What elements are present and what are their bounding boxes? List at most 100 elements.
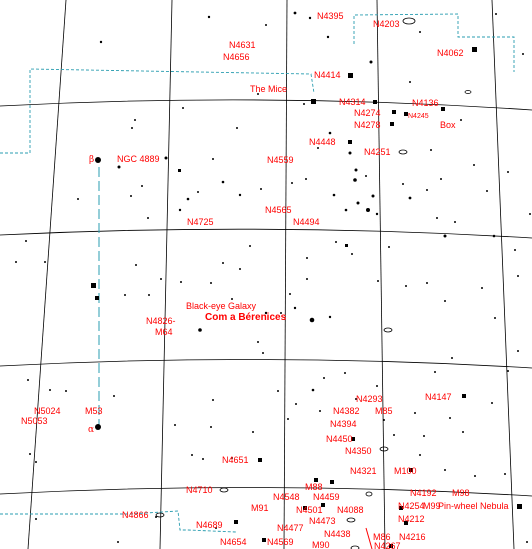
star (77, 198, 79, 200)
galaxy-mark (373, 100, 377, 104)
label-n4321: N4321 (350, 466, 377, 476)
star (481, 287, 483, 289)
label-black-eye: Black-eye Galaxy (186, 301, 257, 311)
label-n4565: N4565 (265, 205, 292, 215)
star (494, 317, 496, 319)
star (335, 241, 337, 243)
label-n4473: N4473 (309, 516, 336, 526)
label-n4203: N4203 (373, 19, 400, 29)
star (147, 217, 149, 219)
label-m88: M88 (305, 482, 323, 492)
label-ngc4889: NGC 4889 (117, 154, 160, 164)
star (526, 541, 528, 543)
star (377, 280, 379, 282)
star (99, 40, 103, 44)
label-box: Box (440, 120, 456, 130)
label-n4559: N4559 (267, 155, 294, 165)
star (191, 454, 193, 456)
galaxy-mark (404, 112, 408, 116)
label-n4656: N4656 (223, 52, 250, 62)
label-n4192: N4192 (410, 488, 437, 498)
object-labels: N4395 N4203 N4631 N4656 N4062 N4414 The … (21, 11, 509, 549)
star (35, 518, 37, 520)
star (231, 298, 233, 300)
ra-line (27, 0, 67, 549)
star (326, 35, 330, 39)
star (356, 201, 360, 205)
star (308, 16, 312, 20)
label-n4448: N4448 (309, 137, 336, 147)
star (419, 31, 421, 33)
ra-line (159, 0, 173, 549)
label-n5024: N5024 (34, 406, 61, 416)
galaxy-mark (345, 244, 348, 247)
star (182, 107, 184, 109)
star (408, 196, 412, 200)
star (65, 390, 67, 392)
boundary-line (353, 13, 515, 72)
star (492, 234, 496, 238)
label-n4631: N4631 (229, 40, 256, 50)
label-n4494: N4494 (293, 217, 320, 227)
galaxy-mark (472, 47, 477, 52)
star (504, 473, 506, 475)
label-m86: M86 (373, 532, 391, 542)
label-m53: M53 (85, 406, 103, 416)
galaxy-mark (303, 506, 307, 510)
star (507, 171, 509, 173)
label-n4394: N4394 (330, 419, 357, 429)
label-n4689: N4689 (196, 520, 223, 530)
galaxy-mark (389, 544, 393, 548)
galaxy-ellipse (346, 517, 356, 523)
galaxy-mark (348, 73, 353, 78)
label-m64: M64 (155, 327, 173, 337)
star (434, 371, 436, 373)
star (303, 103, 305, 105)
galaxy-mark (404, 521, 408, 525)
star (134, 119, 136, 121)
star (344, 372, 346, 374)
galaxy-ellipse (350, 545, 360, 549)
star (210, 426, 212, 428)
label-n4826: N4826- (146, 316, 176, 326)
label-n4350: N4350 (345, 446, 372, 456)
galaxy-ellipse (219, 487, 229, 493)
star (306, 278, 308, 280)
star (44, 261, 46, 263)
star (117, 541, 119, 543)
boundary-line (0, 68, 315, 154)
star (207, 15, 211, 19)
star (444, 469, 446, 471)
cluster-marks (91, 47, 522, 548)
star (29, 453, 31, 455)
star (319, 410, 321, 412)
star (383, 419, 385, 421)
galaxy-ellipse (402, 17, 416, 25)
label-n4548: N4548 (273, 492, 300, 502)
ra-line (283, 0, 288, 549)
label-n4267: N4267 (374, 541, 401, 549)
galaxy-mark (441, 107, 445, 111)
star (198, 328, 202, 332)
star (95, 424, 101, 430)
stars (15, 11, 531, 543)
dec-line (0, 99, 532, 111)
star (295, 403, 297, 405)
star (436, 217, 438, 219)
label-n4501: N4501 (296, 505, 323, 515)
galaxy-mark (95, 296, 99, 300)
star (354, 168, 358, 172)
star (186, 197, 190, 201)
label-n4245: N4245 (408, 113, 429, 120)
boundary-line (0, 510, 237, 533)
galaxy-mark (262, 538, 266, 542)
star (197, 191, 199, 193)
star (388, 246, 390, 248)
galaxy-mark (321, 503, 325, 507)
label-alpha: α (88, 425, 94, 435)
star (443, 234, 447, 238)
label-n4438: N4438 (324, 529, 351, 539)
star (460, 119, 462, 121)
star (474, 475, 476, 477)
